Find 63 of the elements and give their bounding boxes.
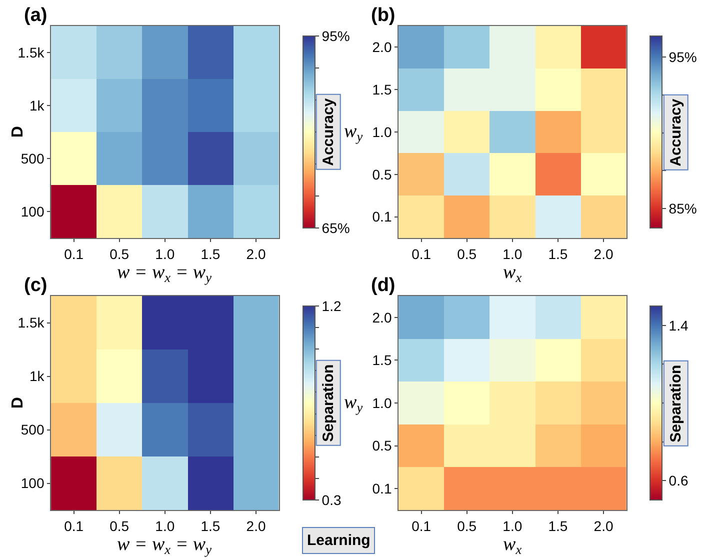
color-bar-label: 95% <box>668 49 697 66</box>
x-tick-label: 1.5 <box>548 518 568 534</box>
y-tick-label: 0.1 <box>372 480 392 496</box>
x-axis-title: w = w$_{x}$ = w$_{y}$ <box>117 534 212 557</box>
x-tick-label: 0.5 <box>110 518 130 534</box>
y-tick-label: 500 <box>20 422 44 438</box>
x-tick-label: 1.0 <box>502 518 522 534</box>
y-axis-title: w$_{y}$ <box>344 392 363 415</box>
y-axis-title: D <box>10 126 27 138</box>
x-tick-label: 0.5 <box>457 246 477 262</box>
x-tick-label: 1.0 <box>155 518 175 534</box>
color-bar-label: 0.6 <box>668 472 688 488</box>
x-axis-title: w$_{x}$ <box>503 534 522 557</box>
x-tick-label: 1.5 <box>200 246 220 262</box>
color-bar-title: Accuracy <box>320 98 337 166</box>
y-tick-label: 100 <box>20 203 44 220</box>
color-bar-label: 1.4 <box>668 317 688 334</box>
color-bar-title: Separation <box>320 364 337 442</box>
y-tick-label: 2.0 <box>372 39 392 56</box>
y-tick-label: 1.5k <box>18 44 46 60</box>
x-tick-label: 2.0 <box>246 246 266 262</box>
text: Learning <box>307 532 370 549</box>
y-tick-label: 1.5 <box>372 352 392 368</box>
x-tick-label: 1.0 <box>155 246 175 262</box>
y-tick-label: 1.0 <box>372 394 392 411</box>
text: (b) <box>371 5 396 26</box>
y-tick-label: 500 <box>20 150 44 166</box>
y-tick-label: 1.0 <box>372 124 392 140</box>
text: (a) <box>24 5 48 26</box>
x-tick-label: 0.1 <box>64 518 84 534</box>
x-tick-label: 1.0 <box>502 246 522 262</box>
x-axis-title: w = w$_{x}$ = w$_{y}$ <box>117 262 212 285</box>
y-tick-label: 2.0 <box>372 309 392 326</box>
color-bar-label: 65% <box>322 220 350 236</box>
y-tick-label: 1k <box>29 97 46 114</box>
color-bar-label: 95% <box>322 28 350 44</box>
y-tick-label: 1.5k <box>18 314 46 331</box>
x-tick-label: 0.5 <box>457 518 477 534</box>
text: (c) <box>24 275 48 296</box>
x-tick-label: 1.5 <box>200 518 220 534</box>
color-bar-title: Accuracy <box>667 98 684 166</box>
color-bar-title: Separation <box>667 364 684 442</box>
y-tick-label: 0.5 <box>372 166 392 182</box>
y-tick-label: 1.5 <box>372 82 392 98</box>
x-tick-label: 0.1 <box>64 246 84 262</box>
x-tick-label: 1.5 <box>548 246 568 262</box>
x-tick-label: 0.1 <box>412 518 432 534</box>
x-tick-label: 0.5 <box>110 246 130 262</box>
y-axis-title: D <box>10 397 27 409</box>
color-bar-label: 0.3 <box>322 492 342 508</box>
x-tick-label: 2.0 <box>594 246 614 262</box>
color-bar-label: 1.2 <box>322 298 342 314</box>
y-tick-label: 0.1 <box>372 208 392 225</box>
y-tick-label: 0.5 <box>372 438 392 454</box>
color-bar-label: 85% <box>668 200 697 216</box>
y-tick-label: 1k <box>29 368 46 384</box>
x-tick-label: 0.1 <box>412 246 432 262</box>
x-tick-label: 2.0 <box>246 518 266 534</box>
text: (d) <box>371 275 396 296</box>
x-axis-title: w$_{x}$ <box>503 262 522 285</box>
y-tick-label: 100 <box>20 475 44 492</box>
x-tick-label: 2.0 <box>594 518 614 534</box>
y-axis-title: w$_{y}$ <box>344 121 363 144</box>
